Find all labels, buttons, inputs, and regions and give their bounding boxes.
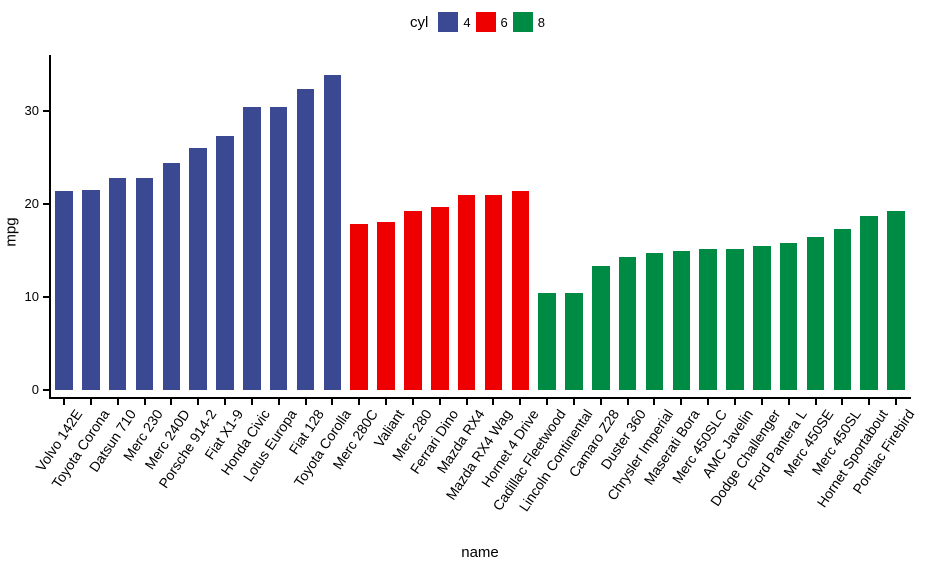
y-tick-label: 10 xyxy=(24,289,39,304)
legend-key-label: 4 xyxy=(463,14,471,30)
x-tick xyxy=(841,399,844,405)
legend: cyl 4 6 8 xyxy=(49,12,911,32)
x-tick xyxy=(277,399,280,405)
x-tick xyxy=(734,399,736,405)
x-tick xyxy=(814,399,817,405)
x-tick xyxy=(572,399,575,405)
y-tick-label: 30 xyxy=(24,103,39,118)
legend-swatch-6 xyxy=(475,12,496,32)
x-tick xyxy=(626,399,629,405)
bar-datsun-710 xyxy=(108,177,127,390)
legend-keys: 4 6 8 xyxy=(438,12,550,32)
bar-porsche-914-2 xyxy=(189,148,207,390)
x-tick xyxy=(465,399,468,405)
bar-lotus-europa xyxy=(269,107,288,390)
x-tick xyxy=(519,399,522,405)
x-tick xyxy=(116,399,119,405)
bar-ferrari-dino xyxy=(431,206,449,390)
x-tick xyxy=(546,399,549,405)
bar-hornet-sportabout xyxy=(860,216,878,390)
bar-chrysler-imperial xyxy=(645,253,664,390)
x-tick xyxy=(895,399,898,405)
bar-toyota-corolla xyxy=(323,74,342,390)
y-tick xyxy=(43,203,49,205)
x-tick xyxy=(224,399,227,405)
x-tick xyxy=(492,399,495,405)
bar-valiant xyxy=(377,221,395,390)
bar-volvo-142e xyxy=(55,190,73,390)
bar-ford-pantera-l xyxy=(779,243,798,390)
x-axis-title: name xyxy=(461,544,499,561)
legend-key-label: 8 xyxy=(537,14,546,30)
legend-key-8: 8 xyxy=(512,12,546,32)
x-tick xyxy=(787,399,790,405)
bar-lincoln-continental xyxy=(565,293,583,390)
x-tick xyxy=(385,399,388,405)
bar-dodge-challenger xyxy=(753,245,771,390)
y-tick xyxy=(43,389,49,391)
x-tick xyxy=(331,399,334,405)
y-tick-label: 0 xyxy=(31,382,39,397)
x-tick xyxy=(680,399,683,405)
x-tick xyxy=(358,399,361,405)
y-tick-label: 20 xyxy=(24,196,39,211)
bar-merc-280 xyxy=(404,211,422,390)
x-tick xyxy=(438,399,441,405)
bar-amc-javelin xyxy=(726,248,744,390)
bar-toyota-corona xyxy=(82,190,100,390)
x-tick xyxy=(143,399,146,405)
bar-honda-civic xyxy=(243,107,261,390)
x-tick xyxy=(707,399,710,405)
bar-maserati-bora xyxy=(672,250,691,390)
bar-merc-450slc xyxy=(699,248,717,390)
x-tick xyxy=(89,399,92,405)
x-tick xyxy=(170,399,173,405)
bar-mazda-rx4-wag xyxy=(484,194,503,390)
bar-cadillac-fleetwood xyxy=(538,293,556,390)
x-tick xyxy=(411,399,414,405)
x-tick xyxy=(304,399,307,405)
bar-fiat-x1-9 xyxy=(216,136,234,390)
y-tick xyxy=(43,296,49,298)
bar-pontiac-firebird xyxy=(887,211,905,390)
legend-key-6: 6 xyxy=(475,12,508,32)
legend-title: cyl xyxy=(409,13,429,31)
x-tick xyxy=(599,399,602,405)
bar-merc-450sl xyxy=(833,229,852,390)
legend-swatch-4 xyxy=(438,12,459,32)
x-tick xyxy=(868,399,871,405)
bar-fiat-128 xyxy=(296,88,315,390)
legend-swatch-8 xyxy=(512,12,533,32)
x-tick xyxy=(653,399,656,405)
bar-merc-280c xyxy=(350,224,368,390)
legend-key-label: 6 xyxy=(500,14,508,30)
bar-hornet-4-drive xyxy=(511,190,530,390)
bar-camaro-z28 xyxy=(592,266,610,390)
x-axis-line xyxy=(49,397,911,399)
bar-merc-240d xyxy=(162,163,181,390)
y-axis-title: mpg xyxy=(2,217,20,247)
bar-merc-450se xyxy=(806,237,825,390)
x-tick xyxy=(760,399,763,405)
bar-mazda-rx4 xyxy=(457,194,476,390)
bar-duster-360 xyxy=(618,257,637,390)
y-axis-line xyxy=(49,55,51,399)
x-tick xyxy=(250,399,253,405)
legend-key-4: 4 xyxy=(438,12,471,32)
x-tick xyxy=(197,399,200,405)
y-tick xyxy=(43,110,49,112)
bar-merc-230 xyxy=(135,177,154,390)
x-tick xyxy=(63,399,65,405)
